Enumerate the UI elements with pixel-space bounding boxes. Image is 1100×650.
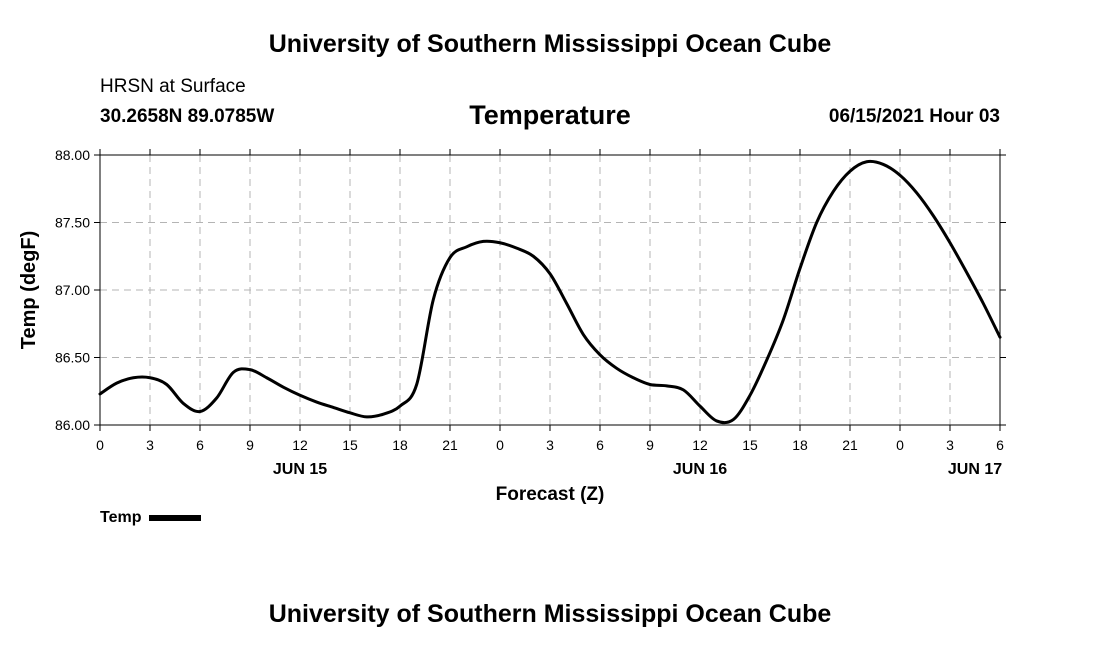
chart-title: Temperature	[469, 100, 631, 130]
legend-label: Temp	[100, 509, 142, 526]
y-tick-label: 88.00	[55, 147, 90, 163]
x-tick-label: 0	[96, 437, 104, 453]
temp-series-line	[98, 159, 1002, 425]
y-tick-label: 87.50	[55, 215, 90, 231]
x-tick-label: 12	[692, 437, 708, 453]
y-axis-label: Temp (degF)	[18, 231, 40, 350]
x-tick-label: 18	[392, 437, 408, 453]
station-label: HRSN at Surface	[100, 76, 246, 97]
x-tick-label: 18	[792, 437, 808, 453]
forecast-datetime: 06/15/2021 Hour 03	[828, 106, 1000, 127]
x-tick-label: 15	[742, 437, 758, 453]
grid-lines	[100, 155, 1000, 425]
x-tick-label: 3	[546, 437, 554, 453]
y-tick-label: 87.00	[55, 282, 90, 298]
x-tick-label: 12	[292, 437, 308, 453]
x-tick-label: 15	[342, 437, 358, 453]
x-day-label: JUN 15	[273, 461, 327, 478]
station-coordinates: 30.2658N 89.0785W	[100, 106, 275, 127]
x-tick-label: 6	[996, 437, 1004, 453]
x-tick-label: 9	[246, 437, 254, 453]
x-tick-label: 21	[442, 437, 458, 453]
x-tick-label: 6	[196, 437, 204, 453]
x-tick-label: 3	[146, 437, 154, 453]
x-tick-label: 0	[496, 437, 504, 453]
x-tick-label: 0	[896, 437, 904, 453]
x-tick-label: 6	[596, 437, 604, 453]
footer-title: University of Southern Mississippi Ocean…	[268, 600, 832, 628]
y-axis: 86.00 86.50 87.00 87.50 88.00	[55, 147, 1006, 433]
y-tick-label: 86.50	[55, 350, 90, 366]
x-axis-label: Forecast (Z)	[496, 484, 605, 505]
x-tick-label: 9	[646, 437, 654, 453]
x-axis: 0 3 6 9 12 15 18 21 0 3 6 9 12 15 18 21 0 3 6	[96, 149, 1004, 453]
x-day-label: JUN 17	[948, 461, 1002, 478]
x-tick-label: 3	[946, 437, 954, 453]
page-title: University of Southern Mississippi Ocean…	[268, 30, 832, 58]
x-day-label: JUN 16	[673, 461, 727, 478]
legend-line-swatch	[149, 515, 202, 521]
legend: Temp	[100, 509, 202, 527]
x-tick-label: 21	[842, 437, 858, 453]
y-tick-label: 86.00	[55, 417, 90, 433]
x-day-labels: JUN 15 JUN 16 JUN 17	[273, 461, 1002, 478]
